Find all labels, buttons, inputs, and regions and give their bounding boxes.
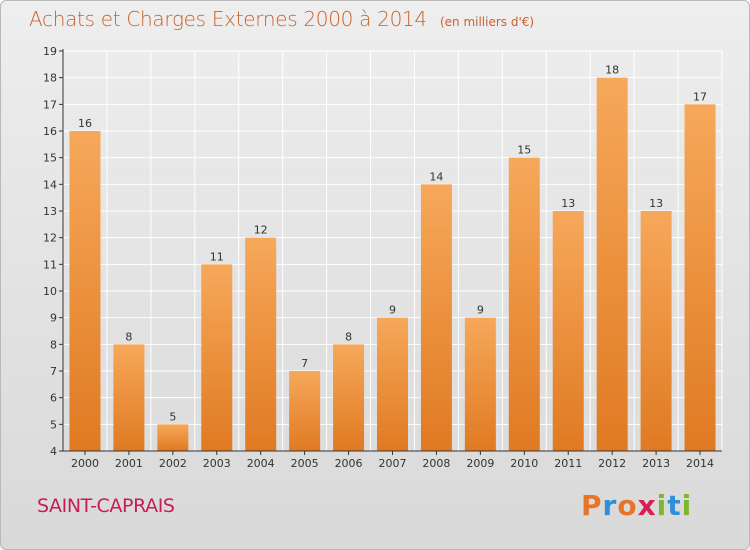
data-label: 12 <box>254 224 268 237</box>
bar-2002 <box>157 424 189 451</box>
bar-2001 <box>113 344 145 451</box>
y-tick-label: 13 <box>43 205 57 218</box>
y-tick-label: 15 <box>43 152 57 165</box>
y-tick-label: 5 <box>50 418 57 431</box>
axes: 4 5 6 7 8 9 10 11 12 13 14 15 16 17 18 19 2000 2001 2002 20… <box>43 45 722 470</box>
data-label: 17 <box>693 90 707 103</box>
data-label: 8 <box>125 330 132 343</box>
bar-2007 <box>377 317 408 451</box>
bar-2010 <box>508 157 540 451</box>
bar-2005 <box>289 371 321 451</box>
bar-2008 <box>420 184 452 452</box>
data-label: 8 <box>345 330 352 343</box>
x-tick-label: 2011 <box>554 457 582 470</box>
y-tick-label: 9 <box>50 312 57 325</box>
x-tick-label: 2001 <box>115 457 143 470</box>
logo-letter: P <box>581 489 603 522</box>
y-tick-label: 7 <box>50 365 57 378</box>
data-label: 5 <box>169 410 176 423</box>
data-label: 16 <box>78 117 92 130</box>
bar-2000 <box>69 131 101 451</box>
bars <box>69 77 716 452</box>
data-label: 9 <box>389 304 396 317</box>
x-tick-label: 2005 <box>291 457 319 470</box>
value-labels: 16 8 5 11 12 7 8 9 14 9 15 13 18 13 17 <box>78 64 707 424</box>
logo-letter: o <box>617 489 638 522</box>
x-tick-label: 2012 <box>598 457 626 470</box>
bar-2014 <box>684 104 716 451</box>
data-label: 9 <box>477 304 484 317</box>
y-tick-label: 19 <box>43 45 57 58</box>
x-tick-label: 2006 <box>335 457 363 470</box>
y-tick-label: 4 <box>50 445 57 458</box>
y-tick-label: 11 <box>43 258 57 271</box>
x-tick-label: 2004 <box>247 457 275 470</box>
x-tick-label: 2008 <box>422 457 450 470</box>
y-tick-label: 14 <box>43 178 57 191</box>
data-label: 18 <box>605 64 619 77</box>
data-label: 11 <box>210 250 224 263</box>
logo-letter: r <box>602 489 618 522</box>
y-tick-label: 17 <box>43 98 57 111</box>
x-tick-label: 2002 <box>159 457 187 470</box>
y-tick-label: 6 <box>50 392 57 405</box>
x-tick-label: 2014 <box>686 457 714 470</box>
data-label: 14 <box>429 170 443 183</box>
data-label: 13 <box>649 197 663 210</box>
x-tick-label: 2003 <box>203 457 231 470</box>
chart-subtitle: (en milliers d'€) <box>439 15 535 29</box>
data-label: 7 <box>301 357 308 370</box>
y-tick-label: 18 <box>43 72 57 85</box>
x-tick-label: 2010 <box>510 457 538 470</box>
proxiti-logo[interactable]: Proxiti <box>581 489 692 522</box>
bar-2013 <box>640 211 672 451</box>
y-tick-label: 12 <box>43 232 57 245</box>
x-tick-label: 2009 <box>466 457 494 470</box>
chart-header: Achats et Charges Externes 2000 à 2014 (… <box>29 7 534 31</box>
logo-letter: i <box>681 489 693 522</box>
data-label: 13 <box>561 197 575 210</box>
logo-letter: t <box>667 489 682 522</box>
bar-2003 <box>201 264 233 451</box>
y-tick-label: 8 <box>50 338 57 351</box>
bar-2006 <box>333 344 365 451</box>
x-tick-label: 2013 <box>642 457 670 470</box>
y-tick-label: 10 <box>43 285 57 298</box>
logo-letter: i <box>656 489 668 522</box>
bar-2009 <box>464 317 496 451</box>
chart-title: Achats et Charges Externes 2000 à 2014 <box>29 7 427 31</box>
data-label: 15 <box>517 144 531 157</box>
logo-letter: x <box>637 489 657 522</box>
bar-2004 <box>245 237 277 451</box>
bar-2011 <box>552 211 584 451</box>
x-tick-label: 2007 <box>379 457 407 470</box>
y-tick-label: 16 <box>43 125 57 138</box>
bar-2012 <box>596 77 628 452</box>
x-tick-label: 2000 <box>71 457 99 470</box>
commune-name: SAINT-CAPRAIS <box>37 495 175 517</box>
